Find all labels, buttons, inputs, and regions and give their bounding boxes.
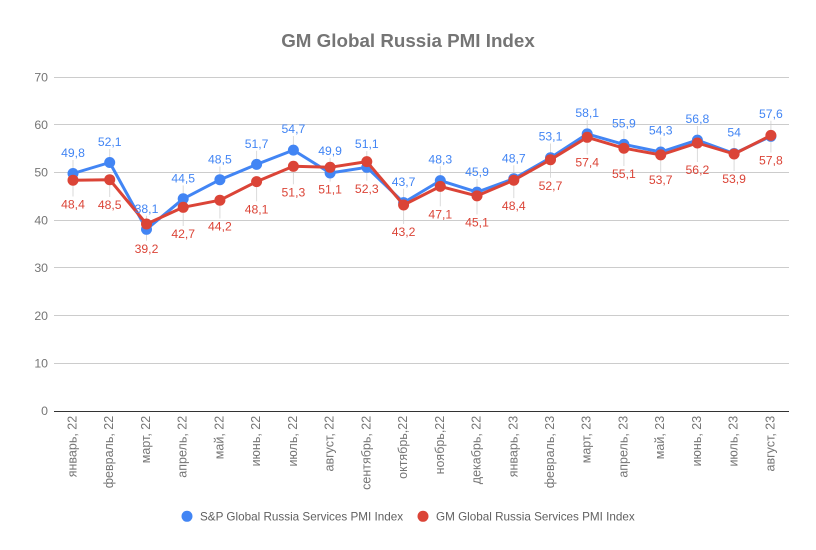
svg-text:54: 54 [727,125,741,139]
svg-text:70: 70 [34,70,48,84]
svg-text:20: 20 [34,309,48,323]
svg-text:51,1: 51,1 [355,137,379,151]
svg-text:42,7: 42,7 [171,227,195,241]
svg-text:44,2: 44,2 [208,220,232,234]
svg-text:47,1: 47,1 [428,207,452,221]
svg-text:сентябрь, 22: сентябрь, 22 [359,416,373,490]
svg-text:56,8: 56,8 [686,112,710,126]
svg-text:45,9: 45,9 [465,165,489,179]
svg-text:GM Global Russia PMI Index: GM Global Russia PMI Index [281,30,535,51]
svg-text:ноябрь,22: ноябрь,22 [433,416,447,475]
svg-text:март, 23: март, 23 [580,416,594,463]
svg-text:январь, 23: январь, 23 [506,416,520,477]
svg-text:июль, 22: июль, 22 [286,416,300,467]
svg-text:48,4: 48,4 [502,199,526,213]
svg-text:51,7: 51,7 [245,137,269,151]
svg-text:45,1: 45,1 [465,216,489,230]
svg-text:55,9: 55,9 [612,117,636,131]
svg-text:57,4: 57,4 [575,156,599,170]
svg-text:48,4: 48,4 [61,198,85,212]
svg-text:S&P Global Russia Services PMI: S&P Global Russia Services PMI Index [200,511,403,524]
svg-text:53,9: 53,9 [722,172,746,186]
svg-text:GM Global Russia Services PMI: GM Global Russia Services PMI Index [436,511,635,524]
svg-text:0: 0 [41,404,48,418]
svg-text:49,9: 49,9 [318,144,342,158]
svg-text:июнь, 22: июнь, 22 [249,416,263,467]
svg-text:48,5: 48,5 [208,153,232,167]
svg-text:51,3: 51,3 [282,185,306,199]
svg-text:50: 50 [34,166,48,180]
svg-text:апрель, 23: апрель, 23 [616,416,630,478]
svg-text:52,1: 52,1 [98,135,122,149]
svg-text:апрель, 22: апрель, 22 [176,416,190,478]
svg-text:40: 40 [34,213,48,227]
svg-text:39,2: 39,2 [135,242,159,256]
svg-text:57,6: 57,6 [759,107,783,121]
svg-text:30: 30 [34,261,48,275]
svg-text:август, 22: август, 22 [323,416,337,472]
svg-text:49,8: 49,8 [61,146,85,160]
svg-text:май, 22: май, 22 [212,416,226,459]
svg-text:52,3: 52,3 [355,182,379,196]
svg-text:43,7: 43,7 [392,175,416,189]
svg-text:51,1: 51,1 [318,183,342,197]
svg-text:октябрь,22: октябрь,22 [396,416,410,479]
svg-text:48,1: 48,1 [245,202,269,216]
svg-text:54,3: 54,3 [649,124,673,138]
svg-text:55,1: 55,1 [612,167,636,181]
svg-text:март, 22: март, 22 [139,416,153,463]
svg-text:52,7: 52,7 [539,179,563,193]
svg-text:53,7: 53,7 [649,173,673,187]
svg-text:58,1: 58,1 [575,106,599,120]
svg-text:54,7: 54,7 [282,122,306,136]
svg-text:53,1: 53,1 [539,130,563,144]
svg-text:10: 10 [34,356,48,370]
svg-text:февраль, 22: февраль, 22 [102,416,116,488]
svg-text:июль, 23: июль, 23 [727,416,741,467]
svg-text:48,7: 48,7 [502,151,526,165]
svg-text:август, 23: август, 23 [763,416,777,472]
svg-text:декабрь, 22: декабрь, 22 [470,416,484,484]
svg-text:48,3: 48,3 [428,152,452,166]
svg-text:56,2: 56,2 [686,163,710,177]
svg-text:январь, 22: январь, 22 [66,416,80,477]
svg-text:май, 23: май, 23 [653,416,667,459]
svg-text:июнь, 23: июнь, 23 [690,416,704,467]
svg-text:февраль, 23: февраль, 23 [543,416,557,488]
svg-text:48,5: 48,5 [98,198,122,212]
svg-text:44,5: 44,5 [171,172,195,186]
svg-text:60: 60 [34,118,48,132]
svg-text:38,1: 38,1 [135,202,159,216]
svg-text:57,8: 57,8 [759,154,783,168]
svg-text:43,2: 43,2 [392,225,416,239]
